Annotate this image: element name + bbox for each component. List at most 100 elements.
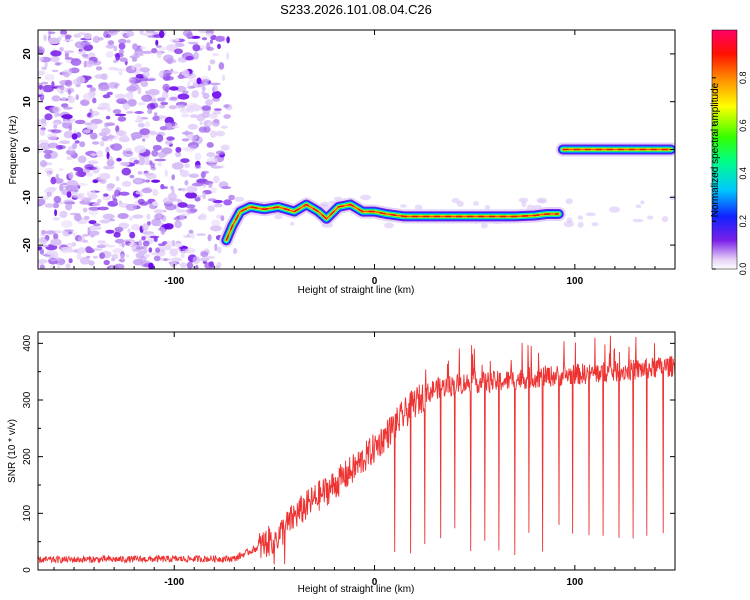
noise-blob [192,256,201,264]
top-x-axis-label: Height of straight line (km) [298,285,415,296]
noise-blob [139,245,148,250]
noise-blob [609,206,620,213]
noise-blob [152,188,158,197]
noise-blob [566,217,573,224]
noise-blob [38,259,48,264]
noise-blob [63,39,74,42]
noise-blob [213,175,220,184]
noise-blob [217,43,221,50]
noise-blob [155,39,159,46]
noise-blob [115,125,120,133]
noise-blob [86,191,91,197]
noise-blob [563,221,575,228]
noise-blob [103,193,109,197]
noise-blob [44,61,48,68]
noise-blob [87,230,100,236]
noise-blob [180,253,185,259]
noise-blob [77,192,85,200]
noise-blob [191,232,195,240]
noise-blob [481,222,488,229]
noise-blob [154,112,158,117]
noise-blob [74,140,80,144]
noise-blob [38,139,50,144]
colorbar-tick-label: 0.6 [738,119,748,132]
noise-blob [39,160,48,168]
noise-blob [274,214,283,220]
noise-blob [127,98,137,107]
noise-blob [82,92,93,101]
noise-blob [114,83,119,89]
noise-blob [160,226,166,235]
noise-blob [212,84,218,92]
noise-blob [129,174,135,179]
noise-blob [77,50,87,55]
noise-blob [73,213,82,222]
noise-blob [134,63,142,69]
noise-blob [211,90,222,99]
noise-blob [92,141,100,145]
noise-blob [166,136,175,141]
noise-blob [99,140,105,147]
noise-blob [473,201,479,206]
noise-blob [130,132,143,139]
noise-blob [99,252,106,259]
noise-blob [41,81,49,85]
noise-blob [190,114,198,118]
bottom-y-tick-label: 0 [22,567,33,573]
noise-blob [76,76,86,84]
colorbar-gradient [711,29,738,270]
noise-blob [215,35,225,42]
noise-blob [142,172,154,176]
top-x-tick-label: 0 [372,276,378,287]
noise-blob [177,74,185,80]
noise-blob [61,69,73,77]
noise-blob [193,52,200,60]
noise-blob [44,167,54,174]
noise-blob [90,132,98,140]
noise-blob [106,91,114,96]
noise-blob [64,52,69,58]
noise-blob [108,155,114,164]
noise-blob [92,223,101,227]
noise-blob [141,94,153,103]
noise-blob [179,170,190,178]
noise-blob [87,112,92,118]
noise-blob [60,246,70,254]
noise-blob [135,74,145,79]
noise-blob [185,204,196,209]
bottom-y-axis-label: SNR (10 * v/v) [7,419,18,483]
noise-blob [114,189,121,197]
noise-blob [153,255,161,262]
noise-blob [82,44,94,52]
noise-blob [44,153,52,159]
noise-blob [159,104,166,109]
noise-blob [206,152,216,158]
noise-blob [41,118,47,124]
noise-blob [114,238,125,244]
noise-blob [191,35,201,39]
noise-blob [187,123,198,130]
noise-blob [234,196,245,202]
noise-blob [179,215,185,221]
noise-blob [47,142,59,149]
noise-blob [208,261,214,268]
noise-speckle [38,30,675,269]
noise-blob [196,179,206,183]
noise-blob [55,173,60,182]
noise-blob [661,216,669,223]
noise-blob [51,95,61,102]
noise-blob [174,42,185,48]
noise-blob [82,239,89,243]
noise-blob [95,66,103,71]
noise-blob [155,134,164,143]
noise-blob [169,86,179,91]
noise-blob [159,126,168,131]
noise-blob [198,126,207,133]
noise-blob [92,203,101,207]
noise-blob [196,233,206,236]
noise-blob [38,84,43,90]
noise-blob [212,53,219,57]
noise-blob [194,164,202,170]
noise-blob [97,37,104,41]
noise-blob [203,184,207,188]
